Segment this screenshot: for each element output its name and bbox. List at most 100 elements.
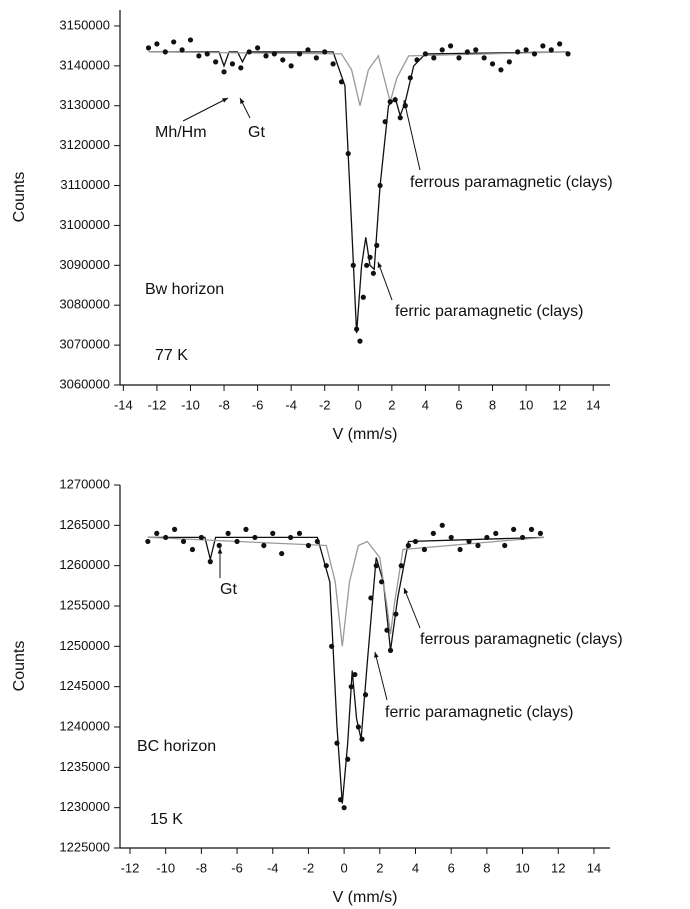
data-point (323, 563, 329, 569)
x-tick-label: -6 (231, 860, 243, 875)
data-point (341, 805, 347, 811)
data-point (213, 59, 219, 65)
data-point (367, 254, 373, 260)
chart: -14 -12 -10 -8 -6 -4 -2 0 2 4 6 8 10 12 14 3060000 30700… (11, 10, 613, 443)
x-tick-label: -2 (303, 860, 315, 875)
y-tick-label: 3150000 (59, 17, 110, 32)
data-point (179, 47, 185, 53)
x-tick-label: 2 (388, 397, 395, 412)
data-point (456, 55, 462, 61)
data-point (484, 534, 490, 541)
data-point (457, 546, 463, 553)
data-point (187, 37, 194, 43)
y-tick-label: 3130000 (59, 97, 110, 112)
data-point (360, 294, 366, 300)
y-tick-label: 1235000 (59, 759, 110, 774)
y-tick-label: 3110000 (60, 177, 110, 192)
data-point (506, 59, 512, 65)
data-point (180, 538, 187, 545)
annotation-arrow (403, 99, 421, 171)
data-point (221, 69, 227, 75)
y-tick-label: 3090000 (59, 257, 110, 272)
data-point (252, 534, 258, 541)
data-point (171, 39, 177, 45)
data-point (430, 530, 436, 537)
fit-line (147, 536, 545, 804)
x-tick-label: -12 (121, 860, 140, 875)
data-point (511, 526, 517, 532)
data-point (475, 542, 481, 549)
data-point (354, 326, 360, 332)
data-point (565, 51, 571, 57)
data-point (448, 534, 454, 541)
data-point (557, 41, 563, 47)
data-point (338, 79, 345, 85)
fit-line (147, 536, 545, 647)
annotation-arrow (403, 587, 421, 629)
y-tick-label: 1270000 (59, 476, 110, 491)
data-point (370, 270, 376, 276)
y-axis-title: Counts (11, 172, 28, 223)
data-point (350, 262, 356, 268)
data-point (172, 526, 178, 532)
data-point (473, 47, 479, 53)
x-tick-label: -8 (218, 397, 230, 412)
annotation: Gt (220, 581, 237, 598)
data-point (288, 63, 294, 69)
data-point (414, 57, 420, 63)
data-point (337, 797, 344, 803)
annotation: 77 K (155, 347, 188, 364)
data-point (287, 534, 294, 541)
data-point (334, 740, 340, 746)
data-point (330, 61, 336, 67)
annotation: Mh/Hm (155, 124, 207, 141)
data-point (345, 756, 351, 762)
arrow-head (374, 652, 379, 658)
x-tick-label: -10 (181, 397, 200, 412)
data-point (145, 45, 152, 51)
x-tick-label: 0 (355, 397, 362, 412)
y-tick-label: 1245000 (59, 678, 110, 693)
x-axis-title: V (mm/s) (333, 889, 398, 906)
data-point (374, 242, 380, 248)
x-tick-label: 14 (586, 397, 600, 412)
data-point (431, 55, 437, 61)
data-point (162, 49, 168, 55)
data-point (352, 671, 358, 678)
x-tick-label: -4 (285, 397, 297, 412)
data-point (296, 51, 303, 57)
data-point (515, 49, 521, 55)
y-tick-label: 1225000 (59, 839, 110, 854)
data-point (243, 526, 249, 532)
x-tick-label: 6 (455, 397, 462, 412)
y-tick-label: 3070000 (59, 337, 110, 352)
annotation-arrow (377, 261, 393, 301)
data-point (421, 546, 428, 553)
x-tick-label: 12 (552, 397, 566, 412)
data-point (313, 55, 319, 61)
x-tick-label: -8 (196, 860, 208, 875)
data-point (540, 43, 546, 49)
x-tick-label: 8 (483, 860, 490, 875)
y-tick-label: 1255000 (59, 597, 110, 612)
data-point (154, 41, 160, 47)
data-point (345, 151, 351, 157)
y-tick-label: 1260000 (59, 557, 110, 572)
arrow-head (222, 98, 228, 103)
x-tick-label: 10 (515, 860, 529, 875)
data-point (305, 542, 312, 549)
data-point (196, 53, 202, 59)
data-point (154, 530, 160, 537)
data-point (368, 595, 374, 601)
data-point (216, 542, 222, 549)
y-tick-label: 1265000 (59, 517, 110, 532)
annotation: ferric paramagnetic (clays) (395, 303, 584, 320)
data-point (387, 99, 393, 105)
x-tick-label: -6 (252, 397, 264, 412)
data-point (466, 538, 472, 545)
data-point (246, 49, 252, 55)
y-tick-label: 3140000 (59, 57, 110, 72)
data-point (464, 49, 470, 55)
x-tick-label: -14 (114, 397, 133, 412)
